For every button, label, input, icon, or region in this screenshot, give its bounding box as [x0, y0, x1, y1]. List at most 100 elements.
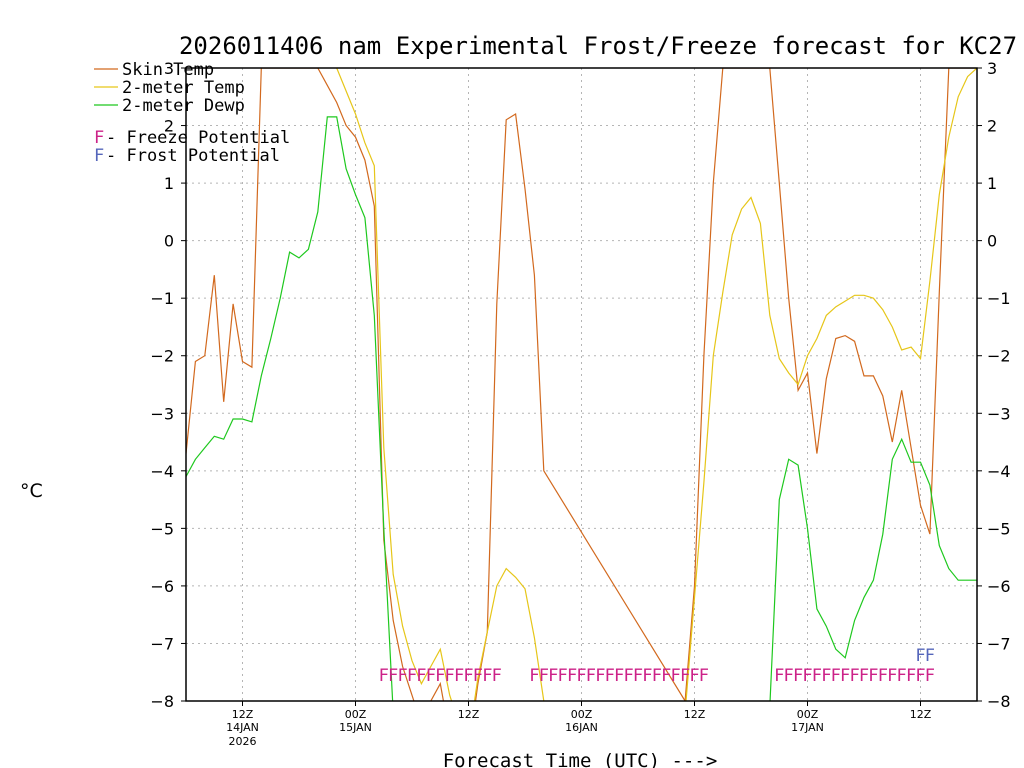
freeze-marker: F: [558, 666, 568, 686]
freeze-marker: F: [416, 666, 426, 686]
freeze-marker: F: [595, 666, 605, 686]
freeze-marker: F: [454, 666, 464, 686]
y-axis-label: °C: [20, 480, 43, 502]
x-tick-label: 00Z: [345, 708, 367, 721]
freeze-marker: F: [388, 666, 398, 686]
y-tick-label: 3: [164, 59, 174, 78]
legend-label-2: 2-meter Dewp: [122, 96, 245, 116]
y-tick-label: −8: [987, 692, 1011, 711]
y-tick-label: 0: [164, 232, 174, 251]
freeze-marker: F: [793, 666, 803, 686]
freeze-marker: F: [482, 666, 492, 686]
series-line-1: [336, 68, 977, 701]
y-tick-label: −2: [987, 347, 1011, 366]
freeze-marker: F: [463, 666, 473, 686]
x-axis-label: Forecast Time (UTC) --->: [443, 750, 718, 768]
x-tick-year: 2026: [229, 735, 257, 748]
y-tick-label: 1: [164, 174, 174, 193]
freeze-marker: F: [576, 666, 586, 686]
freeze-marker: F: [840, 666, 850, 686]
y-tick-label: −7: [987, 634, 1011, 653]
x-tick-label: 12Z: [232, 708, 254, 721]
y-axis-ticks: −8 −8 −7 −7 −6 −6 −5 −5 −4 −4 −3 −3 −2 −2 −1 −1 0 0 1 1 2 2 3 3: [150, 59, 1010, 711]
freeze-marker: F: [539, 666, 549, 686]
y-tick-label: −4: [150, 462, 174, 481]
freeze-marker: F: [812, 666, 822, 686]
y-tick-label: −7: [150, 634, 174, 653]
freeze-marker: F: [567, 666, 577, 686]
freeze-marker: F: [529, 666, 539, 686]
x-tick-date: 17JAN: [791, 721, 824, 734]
freeze-marker: F: [680, 666, 690, 686]
y-tick-label: −3: [987, 404, 1011, 423]
freeze-marker: F: [859, 666, 869, 686]
freeze-marker: F: [397, 666, 407, 686]
freeze-marker: F: [548, 666, 558, 686]
y-tick-label: −4: [987, 462, 1011, 481]
freeze-marker: F: [426, 666, 436, 686]
y-tick-label: −5: [150, 519, 174, 538]
freeze-marker: F: [699, 666, 709, 686]
freeze-marker: F: [445, 666, 455, 686]
frost-marker: F: [915, 646, 925, 666]
freeze-marker: F: [614, 666, 624, 686]
series-line-2: [186, 116, 977, 701]
freeze-marker: F: [642, 666, 652, 686]
freeze-marker: F: [906, 666, 916, 686]
frost-marker: F: [925, 646, 935, 666]
legend-label-1: 2-meter Temp: [122, 78, 245, 98]
y-tick-label: 1: [987, 174, 997, 193]
potential-label-0: - Freeze Potential: [106, 128, 290, 148]
x-tick-date: 14JAN: [226, 721, 259, 734]
y-tick-label: −3: [150, 404, 174, 423]
freeze-marker: F: [652, 666, 662, 686]
potential-letter-1: F: [94, 146, 104, 166]
y-tick-label: −1: [150, 289, 174, 308]
freeze-marker: F: [671, 666, 681, 686]
freeze-marker: F: [492, 666, 502, 686]
series-lines: [186, 68, 977, 701]
grid-lines: [186, 68, 977, 701]
freeze-marker: F: [689, 666, 699, 686]
potential-label-1: - Frost Potential: [106, 146, 280, 166]
chart-title: 2026011406 nam Experimental Frost/Freeze…: [179, 32, 1017, 60]
freeze-marker: F: [915, 666, 925, 686]
y-tick-label: −5: [987, 519, 1011, 538]
y-tick-label: −6: [150, 577, 174, 596]
freeze-marker: F: [379, 666, 389, 686]
legend-label-0: Skin Temp: [122, 60, 214, 80]
freeze-marker: F: [831, 666, 841, 686]
series-line-0: [186, 68, 977, 701]
x-tick-label: 00Z: [797, 708, 819, 721]
plot-frame: [185, 67, 978, 702]
y-tick-label: 2: [987, 117, 997, 136]
freeze-marker: F: [661, 666, 671, 686]
freeze-marker: F: [784, 666, 794, 686]
freeze-marker: F: [605, 666, 615, 686]
y-tick-label: −1: [987, 289, 1011, 308]
freeze-marker: F: [473, 666, 483, 686]
freeze-marker: F: [802, 666, 812, 686]
freeze-marker: F: [887, 666, 897, 686]
freeze-marker: F: [897, 666, 907, 686]
x-tick-date: 16JAN: [565, 721, 598, 734]
x-tick-label: 12Z: [458, 708, 480, 721]
freeze-marker: F: [623, 666, 633, 686]
x-tick-label: 12Z: [684, 708, 706, 721]
freeze-marker: F: [435, 666, 445, 686]
y-tick-label: 2: [164, 117, 174, 136]
x-tick-date: 15JAN: [339, 721, 372, 734]
freeze-marker: F: [407, 666, 417, 686]
x-tick-label: 12Z: [910, 708, 932, 721]
freeze-marker: F: [878, 666, 888, 686]
freeze-marker: F: [774, 666, 784, 686]
y-tick-label: 0: [987, 232, 997, 251]
y-tick-label: −6: [987, 577, 1011, 596]
y-tick-label: −2: [150, 347, 174, 366]
y-tick-label: −8: [150, 692, 174, 711]
x-tick-label: 00Z: [571, 708, 593, 721]
